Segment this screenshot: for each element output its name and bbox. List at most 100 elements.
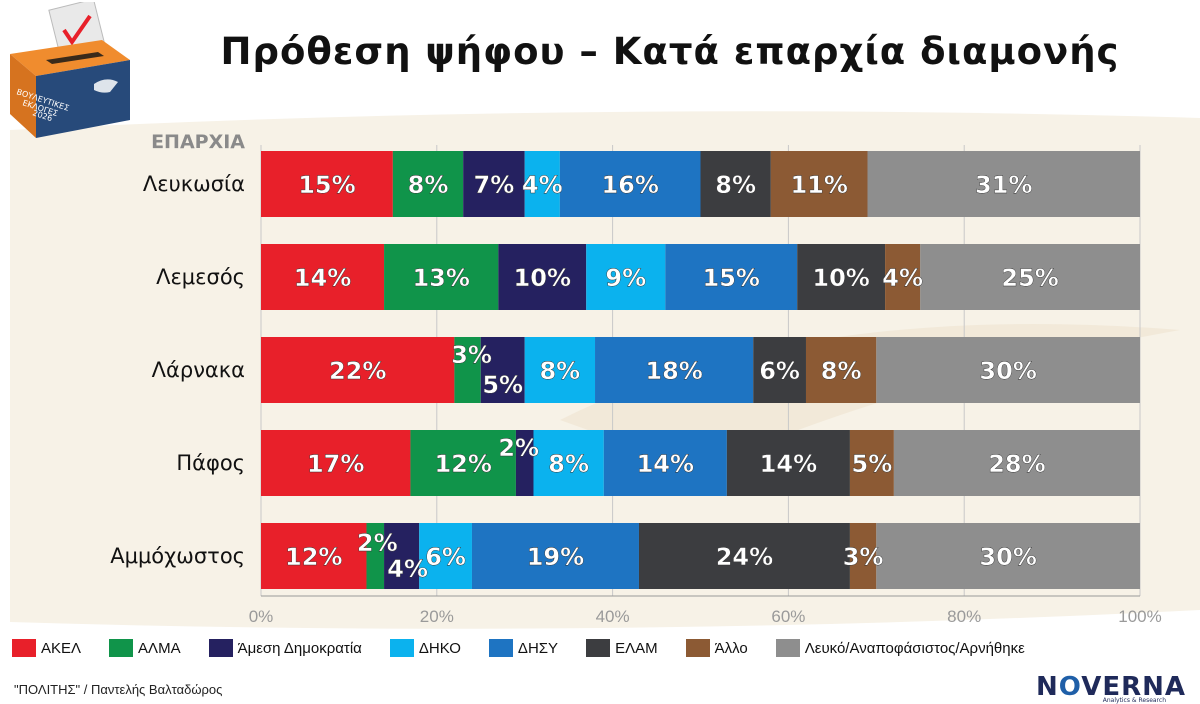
legend-swatch <box>775 639 800 657</box>
bar-segment <box>524 151 560 217</box>
data-label: 6% <box>425 543 466 571</box>
data-labels: 15% 8% 7% 4% 16% 8% 11% 31%14% 13% 10% 9% 15% 10% 4% 2… <box>285 171 1059 583</box>
data-label: 16% <box>601 171 658 199</box>
bar-segment <box>638 523 850 589</box>
bar-segment <box>805 337 877 403</box>
bar-segment <box>419 523 472 589</box>
data-label: 25% <box>1001 264 1058 292</box>
data-label: 8% <box>548 450 589 478</box>
data-label: 4% <box>522 171 563 199</box>
data-label: 9% <box>605 264 646 292</box>
x-tick-label: 80% <box>947 607 981 626</box>
legend-item: Άμεση Δημοκρατία <box>208 639 362 657</box>
bar-segment <box>261 523 367 589</box>
bar-segment <box>471 523 639 589</box>
brand-tagline: Analytics & Research <box>1102 697 1166 704</box>
data-label: 11% <box>790 171 847 199</box>
category-label: Λάρνακα <box>152 358 245 382</box>
legend-item: ΕΛΑΜ <box>586 639 658 657</box>
legend-label: ΑΛΜΑ <box>138 639 181 657</box>
bar-segment <box>603 430 727 496</box>
brand-logo-part: VERNA <box>1081 672 1186 702</box>
data-label: 17% <box>307 450 364 478</box>
data-label: 3% <box>843 543 884 571</box>
legend-item: Λευκό/Αναποφάσιστος/Αρνήθηκε <box>775 639 1025 657</box>
bar-segment <box>920 244 1140 310</box>
category-label: Πάφος <box>176 451 245 475</box>
legend-swatch <box>12 639 36 657</box>
data-label: 4% <box>882 264 923 292</box>
chart-title: Πρόθεση ψήφου – Κατά επαρχία διαμονής <box>220 30 1120 73</box>
legend-item: ΑΛΜΑ <box>109 639 181 657</box>
data-label: 22% <box>329 357 386 385</box>
bar-segment <box>876 337 1140 403</box>
bar-segment <box>410 430 516 496</box>
data-label: 2% <box>357 529 398 557</box>
bar-segment <box>454 337 481 403</box>
data-label: 5% <box>852 450 893 478</box>
bar-segment <box>498 244 587 310</box>
data-label: 15% <box>703 264 760 292</box>
category-label: Λεμεσός <box>156 265 245 289</box>
bar-segment <box>797 244 886 310</box>
legend-label: ΑΚΕΛ <box>41 639 82 657</box>
data-label: 30% <box>979 357 1036 385</box>
data-label: 18% <box>645 357 702 385</box>
legend: ΑΚΕΛ ΑΛΜΑ Άμεση Δημοκρατία ΔΗΚΟ ΔΗΣΥ ΕΛΑΜ Άλλο… <box>12 636 1053 660</box>
bars <box>261 151 1140 589</box>
bar-segment <box>524 337 596 403</box>
x-tick-label: 60% <box>771 607 805 626</box>
data-label: 3% <box>451 341 492 369</box>
data-label: 10% <box>812 264 869 292</box>
x-tick-label: 0% <box>249 607 274 626</box>
legend-item: Άλλο <box>685 639 748 657</box>
legend-swatch <box>109 639 134 657</box>
bar-segment <box>261 151 393 217</box>
bar-segment <box>533 430 604 496</box>
data-label: 10% <box>514 264 571 292</box>
axes: 0% 20% 40% 60% 80% 100% ΕΠΑΡΧΙΑ Λευκωσία Λεμεσός… <box>110 131 1162 626</box>
brand-logo: NOVERNA <box>1036 672 1186 702</box>
bar-segment <box>849 523 877 589</box>
data-label: 4% <box>387 555 428 583</box>
data-label: 12% <box>285 543 342 571</box>
legend-swatch <box>488 639 513 657</box>
data-label: 7% <box>474 171 515 199</box>
legend-item: ΔΗΣΥ <box>488 639 559 657</box>
bar-segment <box>885 244 921 310</box>
bar-segment <box>261 430 411 496</box>
bar-segment <box>384 244 499 310</box>
bar-segment <box>665 244 798 310</box>
legend-item: ΑΚΕΛ <box>12 639 81 657</box>
x-tick-label: 20% <box>420 607 454 626</box>
legend-label: ΔΗΣΥ <box>517 639 559 657</box>
bar-segment <box>867 151 1140 217</box>
legend-swatch <box>389 639 414 657</box>
data-label: 31% <box>975 171 1032 199</box>
data-label: 14% <box>637 450 694 478</box>
ballot-box-icon: ΒΟΥΛΕΥΤΙΚΕΣ ΕΚΛΟΓΕΣ 2026 <box>10 2 130 138</box>
x-tick-label: 100% <box>1118 607 1161 626</box>
legend-label: Λευκό/Αναποφάσιστος/Αρνήθηκε <box>804 639 1025 657</box>
bar-segment <box>726 430 850 496</box>
bar-segment <box>261 337 455 403</box>
bar-segment <box>753 337 806 403</box>
category-axis-label: ΕΠΑΡΧΙΑ <box>151 131 245 153</box>
bar-segment <box>586 244 666 310</box>
data-label: 2% <box>498 434 539 462</box>
brand-logo-part: N <box>1036 672 1059 702</box>
data-label: 24% <box>716 543 773 571</box>
data-label: 14% <box>294 264 351 292</box>
bar-segment <box>893 430 1140 496</box>
data-label: 15% <box>298 171 355 199</box>
data-label: 8% <box>821 357 862 385</box>
data-label: 30% <box>979 543 1036 571</box>
legend-swatch <box>586 639 611 657</box>
bar-segment <box>261 244 385 310</box>
legend-item: ΔΗΚΟ <box>389 639 461 657</box>
data-label: 19% <box>527 543 584 571</box>
bar-segment <box>392 151 464 217</box>
bar-segment <box>384 523 420 589</box>
brand-logo-part: O <box>1058 672 1082 702</box>
